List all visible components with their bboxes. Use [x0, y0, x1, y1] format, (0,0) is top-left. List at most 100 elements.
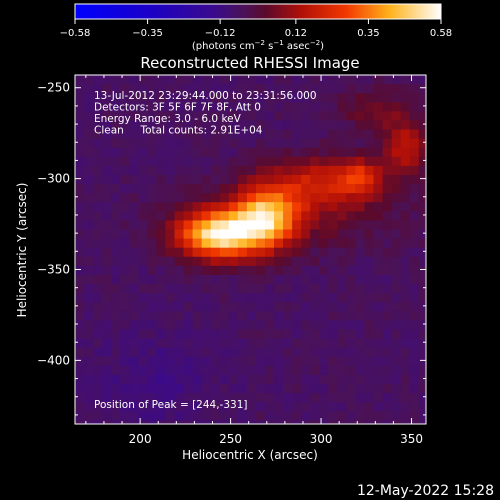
heatmap-cell — [428, 329, 438, 339]
heatmap-cell — [292, 320, 302, 331]
heatmap-cell — [292, 347, 302, 358]
heatmap-cell — [219, 211, 230, 222]
heatmap-cell — [319, 411, 329, 421]
heatmap-cell — [283, 274, 293, 285]
heatmap-cell — [120, 174, 130, 185]
heatmap-cell — [418, 338, 426, 349]
heatmap-cell — [219, 365, 230, 376]
heatmap-cell — [391, 374, 402, 385]
heatmap-cell — [255, 229, 266, 240]
heatmap-cell — [111, 411, 121, 421]
heatmap-cell — [274, 202, 284, 212]
heatmap-cell — [319, 156, 329, 167]
heatmap-cell — [138, 384, 148, 394]
heatmap-cell — [364, 229, 375, 240]
heatmap-cell — [328, 229, 338, 240]
heatmap-cell — [337, 293, 347, 303]
heatmap-cell — [346, 147, 357, 158]
heatmap-cell — [246, 338, 257, 349]
heatmap-cell — [192, 193, 203, 203]
heatmap-cell — [165, 120, 176, 131]
heatmap-cell — [400, 211, 411, 222]
x-tick-label: 200 — [129, 432, 152, 446]
heatmap-cell — [219, 265, 230, 276]
heatmap-cell — [210, 165, 221, 176]
heatmap-cell — [129, 420, 139, 424]
heatmap-cell — [219, 220, 230, 231]
heatmap-cell — [75, 420, 85, 424]
heatmap-cell — [255, 374, 266, 385]
heatmap-cell — [120, 220, 130, 231]
heatmap-cell — [418, 374, 426, 385]
heatmap-cell — [228, 174, 239, 185]
heatmap-cell — [292, 93, 302, 103]
heatmap-cell — [93, 156, 103, 167]
heatmap-cell — [237, 402, 248, 412]
heatmap-cell — [409, 265, 420, 276]
heatmap-cell — [255, 120, 266, 131]
heatmap-cell — [129, 75, 139, 85]
heatmap-cell — [111, 202, 121, 212]
heatmap-cell — [156, 284, 167, 294]
heatmap-cell — [147, 365, 158, 376]
heatmap-cell — [75, 138, 85, 149]
heatmap-cell — [174, 274, 185, 285]
heatmap-cell — [373, 147, 384, 158]
heatmap-cell — [75, 120, 85, 131]
heatmap-cell — [373, 356, 384, 367]
heatmap-cell — [301, 147, 311, 158]
heatmap-cell — [292, 147, 302, 158]
heatmap-cell — [337, 238, 347, 249]
heatmap-cell — [255, 293, 266, 303]
heatmap-cell — [283, 393, 293, 403]
heatmap-cell — [255, 211, 266, 222]
heatmap-cell — [382, 302, 393, 312]
heatmap-cell — [174, 284, 185, 294]
heatmap-cell — [301, 284, 311, 294]
heatmap-cell — [428, 302, 438, 312]
heatmap-cell — [102, 374, 112, 385]
heatmap-cell — [183, 220, 194, 231]
heatmap-cell — [264, 220, 275, 231]
heatmap-cell — [301, 184, 311, 194]
heatmap-cell — [138, 265, 148, 276]
heatmap-cell — [237, 374, 248, 385]
heatmap-cell — [373, 229, 384, 240]
chart-title: Reconstructed RHESSI Image — [140, 54, 359, 72]
heatmap-cell — [382, 347, 393, 358]
heatmap-cell — [102, 393, 112, 403]
heatmap-cell — [310, 165, 320, 176]
heatmap-cell — [84, 229, 94, 240]
heatmap-cell — [274, 238, 284, 249]
heatmap-cell — [418, 411, 426, 421]
heatmap-cell — [183, 347, 194, 358]
plot-frame — [74, 74, 427, 425]
heatmap-cell — [264, 247, 275, 258]
heatmap-cell — [102, 238, 112, 249]
heatmap-cell — [364, 193, 375, 203]
heatmap-cell — [237, 102, 248, 112]
heatmap-cell — [382, 229, 393, 240]
heatmap-cell — [165, 193, 176, 203]
heatmap-cell — [292, 174, 302, 185]
heatmap-cell — [228, 320, 239, 331]
heatmap-cell — [192, 402, 203, 412]
heatmap-cell — [156, 211, 167, 222]
heatmap-cell — [391, 338, 402, 349]
heatmap-cell — [382, 356, 393, 367]
heatmap-cell — [147, 184, 158, 194]
colorbar-tick-label: 0.58 — [430, 28, 452, 39]
heatmap-cell — [192, 302, 203, 312]
heatmap-cell — [283, 238, 293, 249]
heatmap-cell — [183, 202, 194, 212]
heatmap-cell — [409, 393, 420, 403]
heatmap-cell — [382, 411, 393, 421]
heatmap-cell — [391, 238, 402, 249]
heatmap-cell — [202, 429, 212, 439]
heatmap-cell — [156, 165, 167, 176]
heatmap-cell — [120, 411, 130, 421]
heatmap-cell — [382, 202, 393, 212]
heatmap-cell — [129, 293, 139, 303]
heatmap-cell — [337, 320, 347, 331]
heatmap-cell — [355, 365, 366, 376]
